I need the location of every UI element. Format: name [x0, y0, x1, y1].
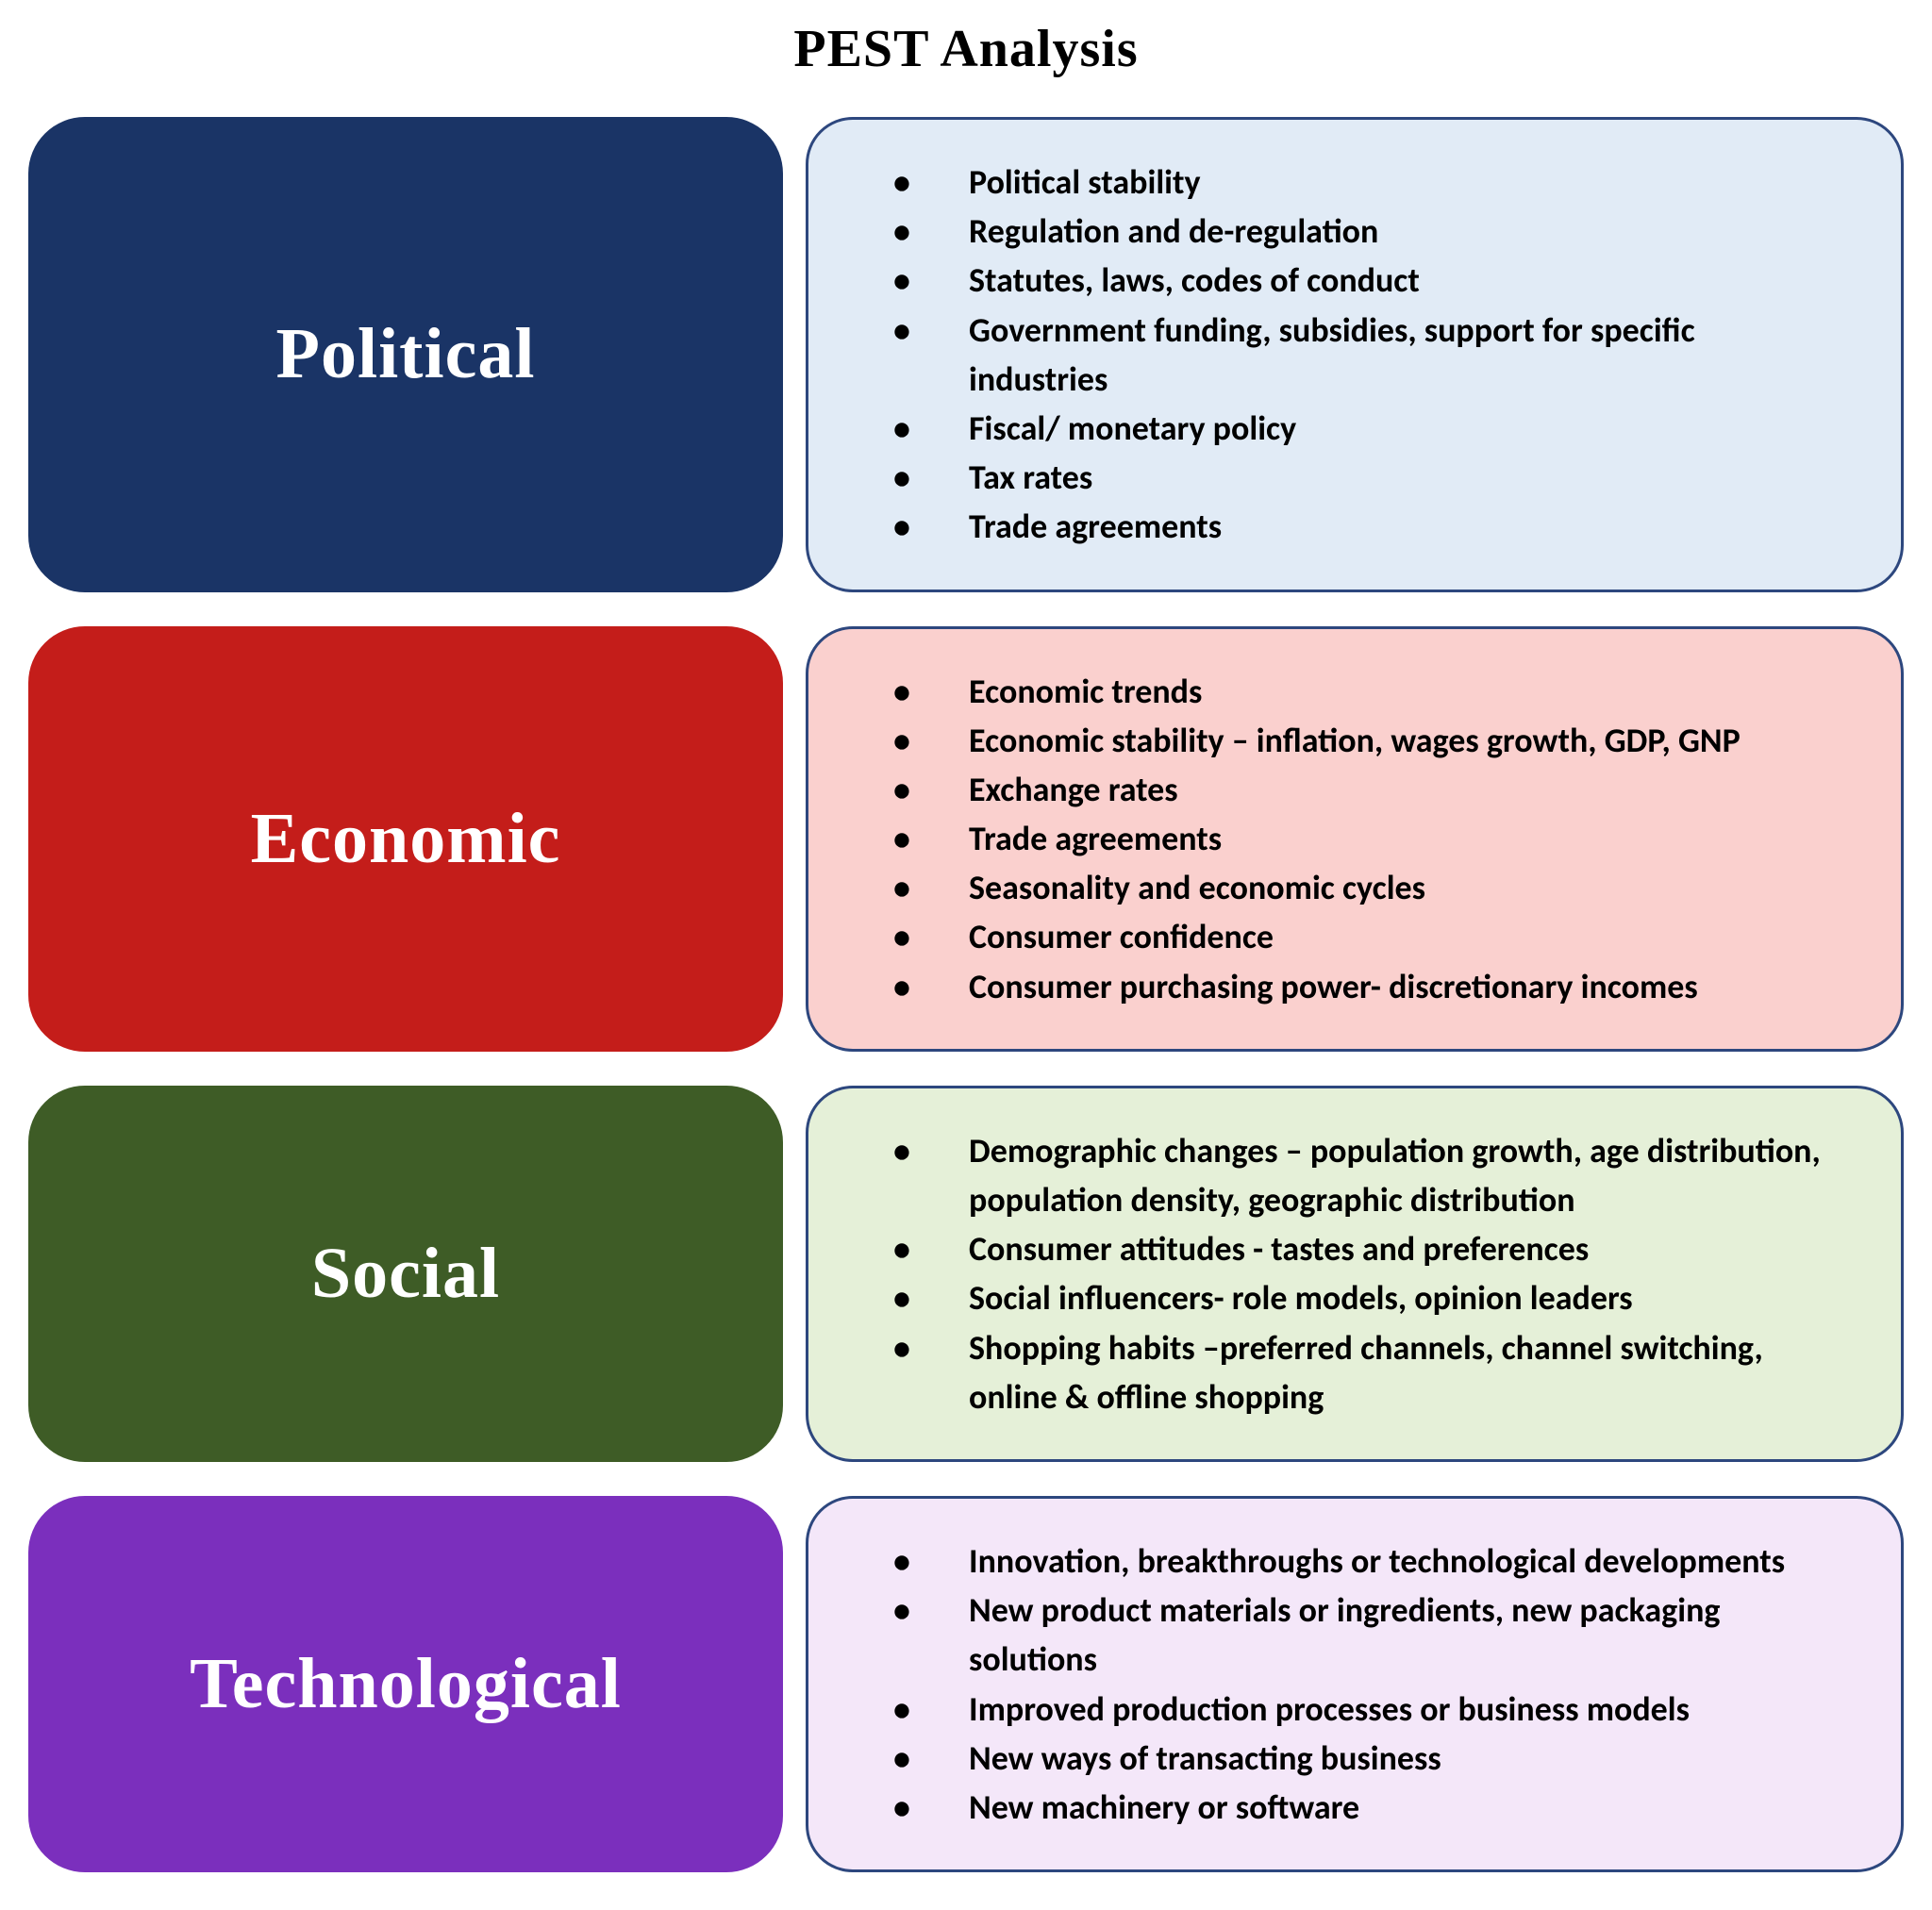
list-item: New ways of transacting business — [893, 1734, 1835, 1783]
detail-list: Innovation, breakthroughs or technologic… — [893, 1536, 1835, 1832]
category-details-social: Demographic changes – population growth,… — [806, 1086, 1904, 1462]
list-item: Economic stability – inflation, wages gr… — [893, 716, 1835, 765]
category-label-social: Social — [28, 1086, 783, 1462]
list-item: Statutes, laws, codes of conduct — [893, 256, 1835, 305]
list-item: Regulation and de-regulation — [893, 207, 1835, 256]
category-label-economic: Economic — [28, 626, 783, 1052]
list-item: Seasonality and economic cycles — [893, 863, 1835, 912]
pest-row-social: Social Demographic changes – population g… — [28, 1086, 1904, 1462]
list-item: Shopping habits –preferred channels, cha… — [893, 1323, 1835, 1421]
list-item: Trade agreements — [893, 502, 1835, 551]
category-details-technological: Innovation, breakthroughs or technologic… — [806, 1496, 1904, 1872]
detail-list: Demographic changes – population growth,… — [893, 1126, 1835, 1421]
pest-rows: Political Political stabilityRegulation a… — [28, 117, 1904, 1872]
category-details-economic: Economic trendsEconomic stability – infl… — [806, 626, 1904, 1052]
list-item: Consumer confidence — [893, 912, 1835, 961]
list-item: Trade agreements — [893, 814, 1835, 863]
list-item: Exchange rates — [893, 765, 1835, 814]
page-title: PEST Analysis — [28, 19, 1904, 79]
list-item: Government funding, subsidies, support f… — [893, 306, 1835, 404]
list-item: Economic trends — [893, 667, 1835, 716]
list-item: Consumer attitudes - tastes and preferen… — [893, 1224, 1835, 1273]
pest-row-economic: Economic Economic trendsEconomic stabilit… — [28, 626, 1904, 1052]
list-item: Social influencers- role models, opinion… — [893, 1273, 1835, 1322]
list-item: Demographic changes – population growth,… — [893, 1126, 1835, 1224]
list-item: Tax rates — [893, 453, 1835, 502]
category-label-technological: Technological — [28, 1496, 783, 1872]
pest-row-political: Political Political stabilityRegulation a… — [28, 117, 1904, 592]
list-item: Consumer purchasing power- discretionary… — [893, 962, 1835, 1011]
detail-list: Economic trendsEconomic stability – infl… — [893, 667, 1835, 1011]
list-item: Political stability — [893, 158, 1835, 207]
list-item: Innovation, breakthroughs or technologic… — [893, 1536, 1835, 1586]
category-label-political: Political — [28, 117, 783, 592]
list-item: New product materials or ingredients, ne… — [893, 1586, 1835, 1684]
list-item: Improved production processes or busines… — [893, 1685, 1835, 1734]
category-details-political: Political stabilityRegulation and de-reg… — [806, 117, 1904, 592]
detail-list: Political stabilityRegulation and de-reg… — [893, 158, 1835, 552]
list-item: Fiscal/ monetary policy — [893, 404, 1835, 453]
pest-row-technological: Technological Innovation, breakthroughs o… — [28, 1496, 1904, 1872]
list-item: New machinery or software — [893, 1783, 1835, 1832]
